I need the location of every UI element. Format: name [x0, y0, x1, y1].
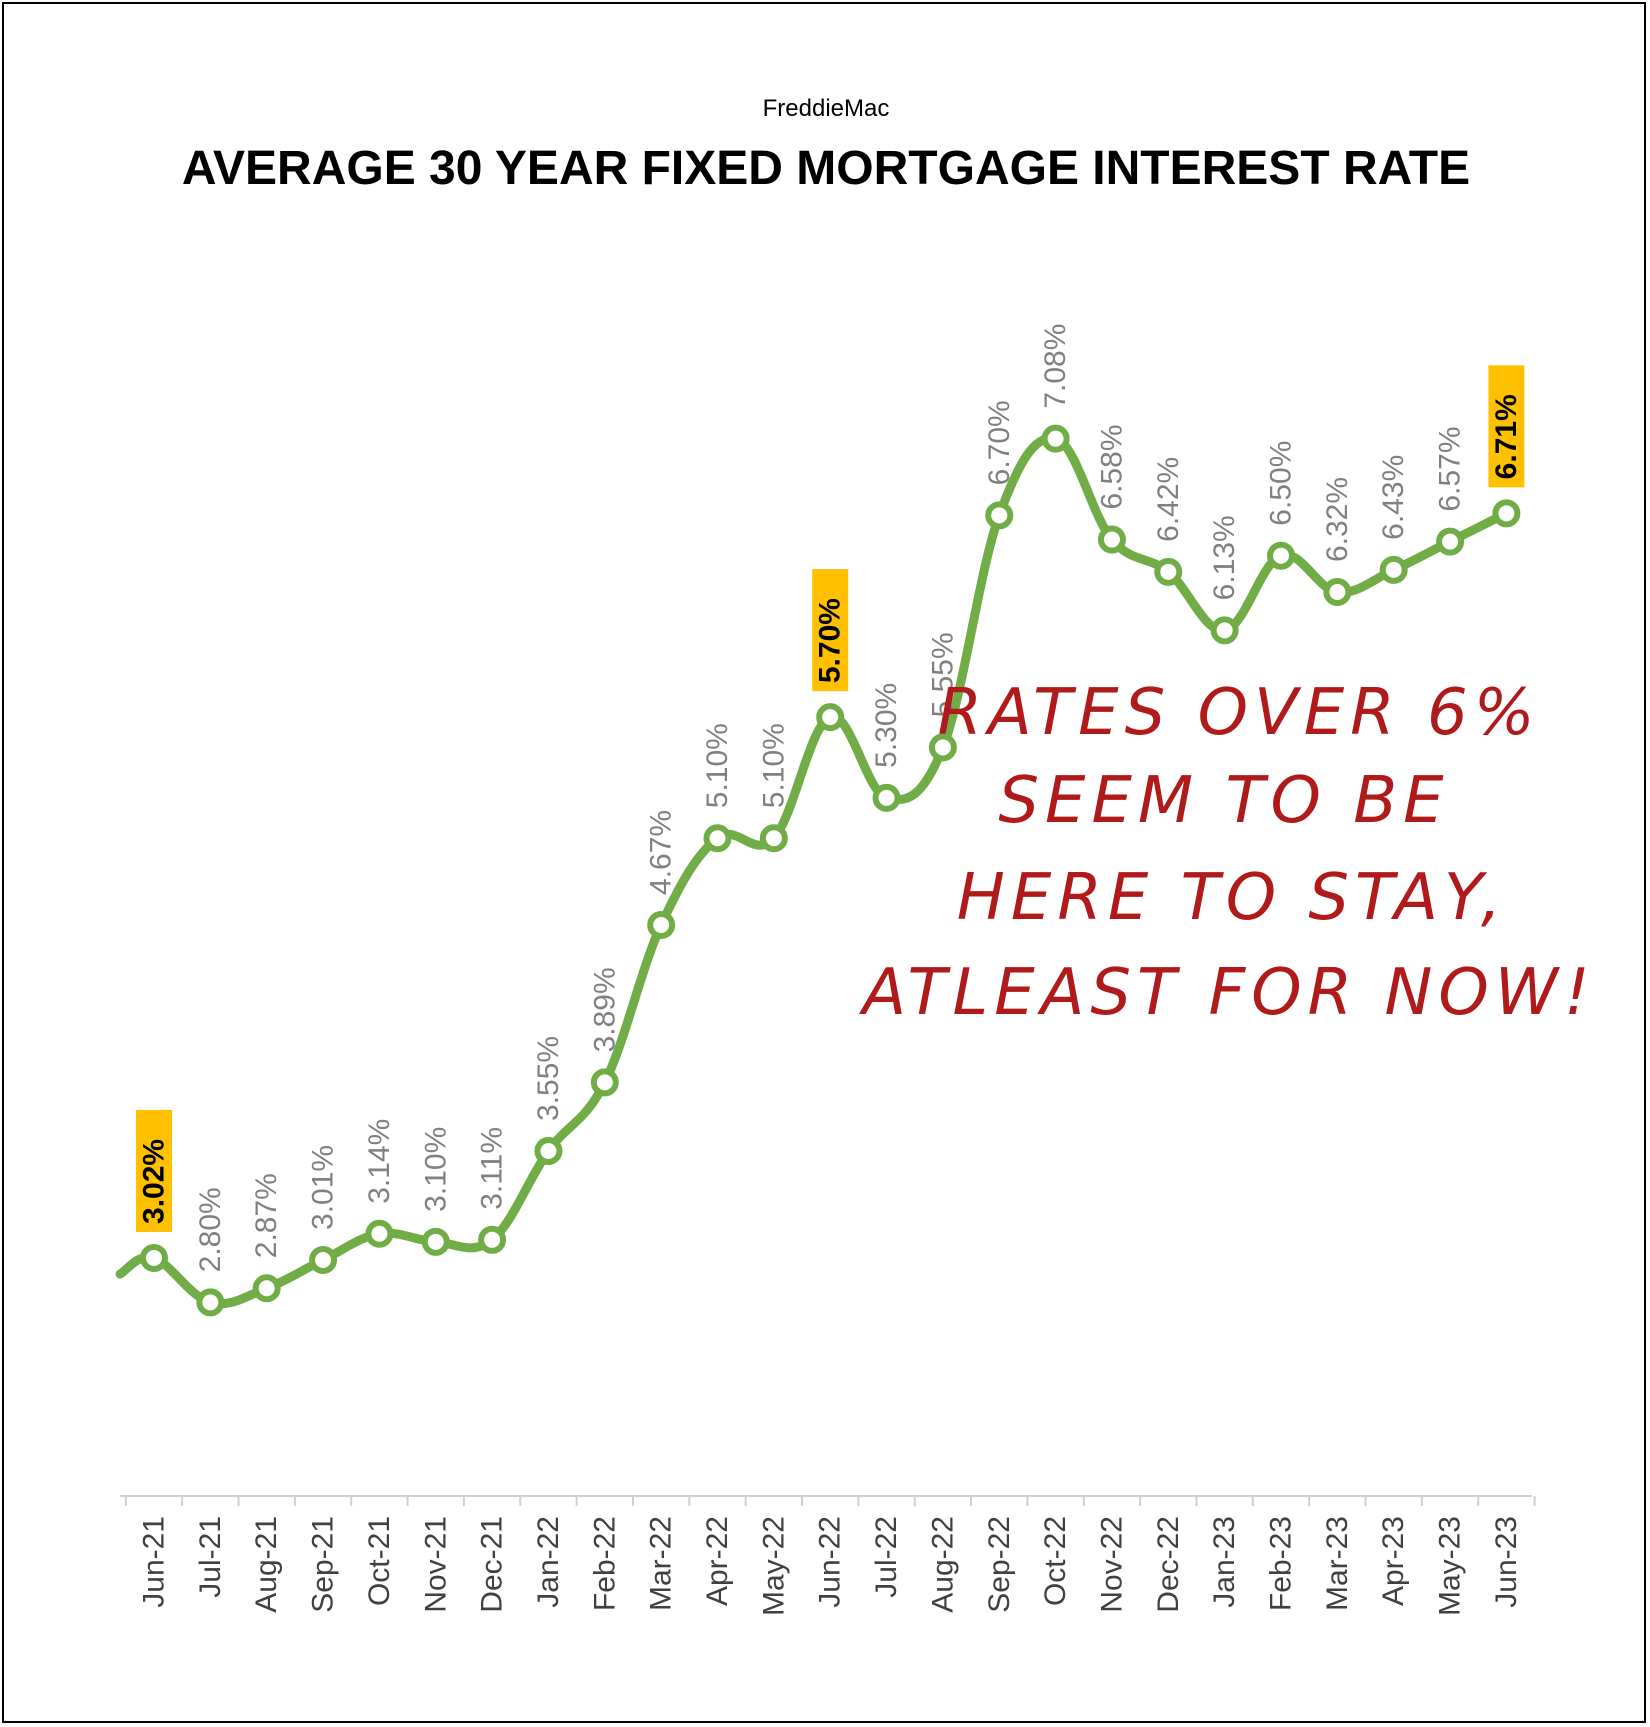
x-tick-label: Jun-21 — [138, 1516, 171, 1608]
x-tick-label: Feb-23 — [1265, 1516, 1298, 1611]
x-tick-label: Aug-22 — [926, 1516, 959, 1613]
data-label: 5.10% — [701, 723, 734, 808]
x-axis: Jun-21 Jul-21 Aug-21 Sep-21 Oct-21 Nov-21 Dec-… — [120, 1495, 1536, 1616]
data-point — [365, 1219, 394, 1248]
data-label: 7.08% — [1039, 324, 1072, 409]
data-point — [1097, 525, 1126, 554]
data-label: 5.30% — [870, 683, 903, 768]
x-tick-label: Nov-21 — [419, 1516, 452, 1613]
data-point — [816, 703, 845, 732]
x-tick-label: Apr-22 — [701, 1516, 734, 1606]
x-tick-label: Jun-22 — [814, 1516, 847, 1608]
x-tick-label: Nov-22 — [1095, 1516, 1128, 1613]
data-point — [703, 824, 732, 853]
data-label: 3.01% — [307, 1145, 340, 1230]
x-tick-label: Dec-22 — [1152, 1516, 1185, 1613]
data-label: 6.70% — [983, 400, 1016, 485]
data-label: 6.43% — [1377, 455, 1410, 540]
series-line — [115, 424, 1521, 1317]
data-point — [421, 1227, 450, 1256]
data-label: 3.10% — [419, 1127, 452, 1212]
annotation: RATES OVER 6% SEEM TO BE HERE TO STAY, A… — [858, 676, 1595, 1030]
data-label: 2.87% — [250, 1173, 283, 1258]
x-tick-label: Jul-21 — [194, 1516, 227, 1598]
data-label: 5.55% — [926, 632, 959, 717]
data-label: 2.80% — [194, 1187, 227, 1272]
x-tick-label: Feb-22 — [588, 1516, 621, 1611]
data-label: 6.32% — [1321, 477, 1354, 562]
x-tick-label: Jun-23 — [1490, 1516, 1523, 1608]
data-label: 3.89% — [588, 967, 621, 1052]
highlight-box — [812, 569, 849, 692]
x-tick-label: Mar-23 — [1321, 1516, 1354, 1611]
data-label: 6.58% — [1095, 424, 1128, 509]
data-point — [1267, 541, 1295, 570]
data-label: 6.13% — [1208, 515, 1241, 600]
chart-source: FreddieMac — [763, 95, 890, 122]
x-tick-label: Jan-23 — [1208, 1516, 1241, 1608]
chart-title: AVERAGE 30 YEAR FIXED MORTGAGE INTEREST … — [182, 142, 1470, 195]
data-point — [534, 1137, 563, 1166]
data-labels: 3.02% 2.80% 2.87% 3.01% 3.14% 3.10% 3.11% 3.55%… — [136, 324, 1525, 1272]
x-tick-label: May-23 — [1434, 1516, 1467, 1616]
data-label: 4.67% — [645, 810, 678, 895]
data-point — [928, 733, 957, 762]
x-tick-label: Oct-21 — [363, 1516, 396, 1606]
data-point — [140, 1243, 168, 1272]
data-point — [1492, 499, 1521, 528]
data-label: 6.57% — [1434, 426, 1467, 511]
annotation-line-1: RATES OVER 6% — [937, 676, 1540, 750]
data-label: 3.02% — [138, 1139, 171, 1224]
data-point — [985, 501, 1014, 530]
data-point — [872, 783, 901, 812]
data-point — [1154, 557, 1183, 586]
data-label: 6.71% — [1490, 394, 1523, 479]
x-tick-label: Jan-22 — [532, 1516, 565, 1608]
data-point — [309, 1245, 338, 1274]
x-tick-label: Jul-22 — [870, 1516, 903, 1598]
data-label: 6.42% — [1152, 457, 1185, 542]
annotation-line-4: ATLEAST FOR NOW! — [858, 956, 1595, 1030]
highlight-box — [1488, 365, 1525, 488]
x-tick-label: Sep-21 — [307, 1516, 340, 1613]
annotation-line-2: SEEM TO BE — [998, 764, 1449, 838]
data-label: 5.10% — [757, 723, 790, 808]
x-tick-label: Oct-22 — [1039, 1516, 1072, 1606]
annotation-line-3: HERE TO STAY, — [957, 861, 1507, 935]
data-point — [590, 1068, 619, 1097]
x-tick-label: May-22 — [757, 1516, 790, 1616]
data-point — [647, 910, 676, 939]
data-point — [1436, 527, 1465, 556]
data-label: 5.70% — [814, 598, 847, 683]
data-label: 3.11% — [476, 1127, 509, 1210]
data-point — [478, 1225, 507, 1254]
x-tick-label: Aug-21 — [250, 1516, 283, 1613]
data-point — [1210, 616, 1239, 645]
data-label: 6.50% — [1265, 441, 1298, 526]
x-tick-label: Apr-23 — [1377, 1516, 1410, 1606]
x-tick-label: Dec-21 — [476, 1516, 509, 1613]
data-point — [1379, 555, 1408, 584]
x-tick-label: Mar-22 — [645, 1516, 678, 1611]
chart-canvas: FreddieMac AVERAGE 30 YEAR FIXED MORTGAG… — [115, 95, 1595, 1616]
data-point — [759, 824, 788, 853]
data-label: 3.14% — [363, 1119, 396, 1204]
x-tick-label: Sep-22 — [983, 1516, 1016, 1613]
data-point — [1041, 424, 1070, 453]
data-point — [252, 1274, 281, 1303]
data-label: 3.55% — [532, 1036, 565, 1121]
highlight-box — [136, 1109, 172, 1232]
data-point — [1323, 578, 1352, 607]
data-point — [196, 1288, 225, 1317]
